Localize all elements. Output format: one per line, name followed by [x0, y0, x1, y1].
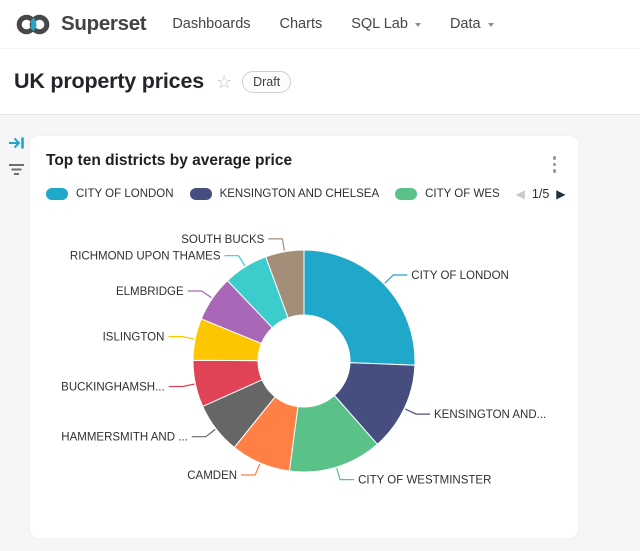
- nav-item-sql-lab[interactable]: SQL Lab: [351, 16, 421, 32]
- main-nav-menu: Dashboards Charts SQL Lab Data: [172, 16, 522, 32]
- slice-label: CITY OF LONDON: [411, 270, 509, 282]
- legend-label: CITY OF WES: [425, 187, 500, 200]
- slice-leader-line: [268, 238, 285, 251]
- nav-item-label: Charts: [279, 16, 323, 32]
- slice-leader-line: [336, 468, 355, 481]
- nav-item-dashboards[interactable]: Dashboards: [172, 16, 250, 32]
- slice-label: KENSINGTON AND...: [434, 409, 546, 421]
- slice-label: CAMDEN: [187, 470, 237, 482]
- chevron-down-icon: [414, 23, 421, 27]
- dashboard-content: Top ten districts by average price CITY …: [0, 115, 640, 551]
- star-outline-icon[interactable]: ☆: [215, 71, 233, 92]
- prev-triangle-icon[interactable]: ◀: [515, 186, 525, 201]
- pie-slice-0[interactable]: [303, 249, 416, 366]
- kebab-vertical-icon[interactable]: [547, 152, 563, 177]
- top-navbar: Superset Dashboards Charts SQL Lab Data: [0, 0, 640, 49]
- slice-leader-line: [187, 290, 212, 299]
- nav-item-charts[interactable]: Charts: [280, 16, 323, 32]
- chart-title: Top ten districts by average price: [46, 152, 293, 169]
- slice-label: SOUTH BUCKS: [181, 234, 264, 246]
- slice-label: ELMBRIDGE: [116, 286, 184, 298]
- dashboard-header: UK property prices ☆ Draft: [0, 49, 640, 115]
- page-title: UK property prices: [14, 69, 204, 93]
- slice-label: RICHMOND UPON THAMES: [70, 251, 221, 263]
- chart-legend: CITY OF LONDON KENSINGTON AND CHELSEA CITY…: [46, 187, 566, 201]
- status-badge: Draft: [242, 70, 292, 93]
- filter-lines-icon[interactable]: [8, 163, 25, 176]
- slice-leader-line: [168, 336, 195, 340]
- superset-logo[interactable]: Superset: [14, 11, 147, 38]
- brand-name: Superset: [61, 12, 147, 35]
- legend-item[interactable]: CITY OF LONDON: [46, 187, 174, 200]
- slice-leader-line: [224, 255, 246, 267]
- chart-card: Top ten districts by average price CITY …: [30, 136, 578, 538]
- nav-item-data[interactable]: Data: [450, 16, 494, 32]
- legend-swatch: [395, 187, 418, 200]
- slice-leader-line: [241, 463, 261, 476]
- superset-infinity-icon: [16, 14, 50, 34]
- nav-item-label: Dashboards: [172, 16, 251, 32]
- slice-label: BUCKINGHAMSH...: [61, 382, 165, 394]
- pie-slice-9[interactable]: [265, 249, 305, 319]
- legend-item[interactable]: KENSINGTON AND CHELSEA: [189, 187, 380, 200]
- legend-page-indicator: 1/5: [531, 186, 550, 201]
- legend-pagination: ◀ 1/5 ▶: [516, 187, 566, 201]
- slice-label: CITY OF WESTMINSTER: [358, 475, 491, 487]
- legend-item[interactable]: CITY OF WES: [395, 187, 500, 200]
- legend-swatch: [189, 187, 212, 200]
- slice-leader-line: [191, 428, 216, 438]
- next-triangle-icon[interactable]: ▶: [556, 186, 566, 201]
- legend-label: CITY OF LONDON: [76, 187, 174, 200]
- slice-leader-line: [168, 383, 195, 388]
- slice-label: ISLINGTON: [103, 332, 165, 344]
- legend-swatch: [46, 187, 68, 200]
- slice-leader-line: [404, 408, 430, 415]
- donut-chart: CITY OF LONDON KENSINGTON AND... CITY OF W…: [61, 234, 546, 487]
- nav-item-label: Data: [449, 16, 481, 32]
- chevron-down-icon: [487, 23, 494, 27]
- slice-leader-line: [384, 274, 408, 284]
- filter-bar-collapsed: [4, 135, 28, 176]
- slice-label: HAMMERSMITH AND ...: [61, 432, 188, 444]
- legend-label: KENSINGTON AND CHELSEA: [219, 187, 380, 200]
- nav-item-label: SQL Lab: [351, 16, 408, 32]
- arrow-right-to-bar-icon[interactable]: [8, 135, 25, 151]
